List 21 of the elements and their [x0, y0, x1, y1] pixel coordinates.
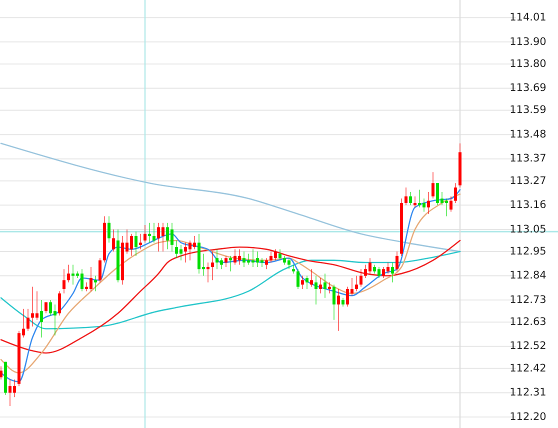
y-tick-label: 113.69 — [510, 82, 546, 94]
y-tick-label: 112.52 — [510, 340, 546, 352]
y-tick-label: 112.84 — [510, 270, 547, 282]
y-tick-label: 113.16 — [510, 199, 547, 212]
y-tick-label: 113.37 — [510, 152, 546, 165]
line-series — [0, 250, 461, 330]
y-tick-label: 113.05 — [510, 223, 546, 236]
y-tick-label: 112.63 — [510, 316, 546, 328]
y-tick-label: 112.31 — [510, 386, 546, 399]
line-series — [0, 142, 461, 252]
y-tick-label: 113.48 — [510, 128, 546, 140]
y-tick-label: 114.01 — [510, 12, 546, 24]
y-tick-label: 113.59 — [510, 104, 546, 116]
y-tick-label: 113.27 — [510, 174, 546, 187]
y-tick-label: 113.80 — [510, 58, 546, 70]
line-series — [0, 240, 461, 354]
y-tick-label: 112.42 — [510, 362, 546, 374]
y-tick-label: 113.90 — [510, 36, 546, 48]
y-tick-label: 112.95 — [510, 245, 546, 258]
y-tick-label: 112.20 — [510, 410, 546, 423]
y-tick-label: 112.73 — [510, 294, 546, 306]
